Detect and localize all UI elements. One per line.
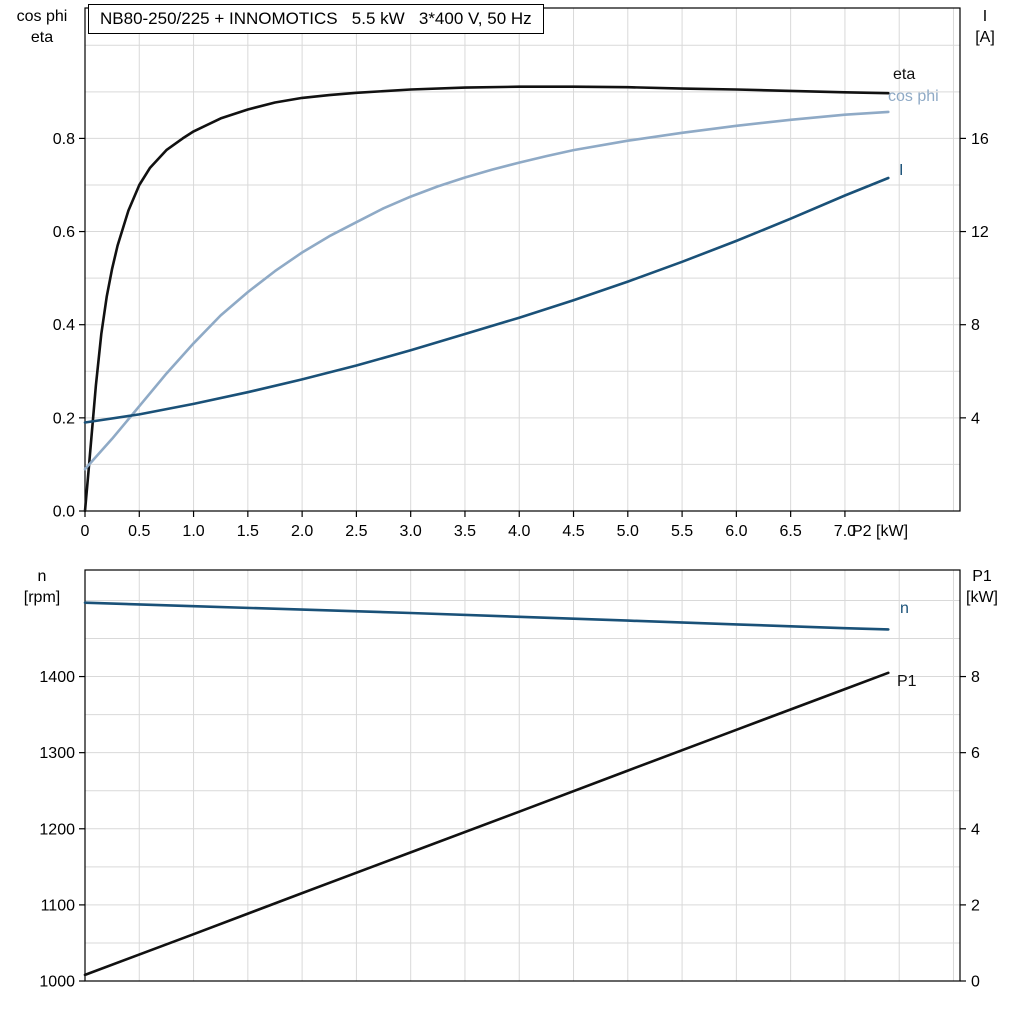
tick-label: 4.0 <box>508 523 530 540</box>
tick-label: 0.5 <box>128 523 150 540</box>
tick-label: 12 <box>971 224 989 241</box>
left-axis-title-line2: [rpm] <box>23 589 61 606</box>
bottom-chart-right-axis-title: P1 [kW] <box>948 566 1016 608</box>
tick-label: 0.8 <box>53 131 75 148</box>
tick-label: 0.6 <box>53 224 75 241</box>
right-axis-title-line2: [A] <box>975 29 995 46</box>
tick-label: 5.0 <box>617 523 639 540</box>
right-axis-title-line1: P1 <box>972 568 992 585</box>
right-axis-title-line2: [kW] <box>966 589 998 606</box>
tick-label: 3.5 <box>454 523 476 540</box>
curve-P1 <box>83 671 890 977</box>
left-axis-title-line2: eta <box>30 29 54 46</box>
curve-I <box>83 176 890 424</box>
tick-label: 0.4 <box>53 317 75 334</box>
right-axis-title-line1: I <box>982 8 988 25</box>
tick-label: 2.5 <box>345 523 367 540</box>
curve-n <box>83 601 890 631</box>
tick-label: 4.5 <box>562 523 584 540</box>
tick-label: 3.0 <box>400 523 422 540</box>
top-chart-right-axis-title: I [A] <box>952 6 1018 48</box>
curve-label-n: n <box>900 600 909 617</box>
chart-0: 0.0 0.2 0.4 0.6 0.8 4 8 12 16 0 0.5 1.0 1.5 2.0 2.5 3.0… <box>53 7 989 540</box>
curve-cos-phi <box>83 110 890 471</box>
curve-eta <box>83 85 890 513</box>
tick-label: 6.5 <box>780 523 802 540</box>
curve-label-eta: eta <box>893 66 915 83</box>
tick-label: 8 <box>971 317 980 334</box>
tick-label: 6.0 <box>725 523 747 540</box>
tick-label: 1.0 <box>182 523 204 540</box>
tick-label: 2.0 <box>291 523 313 540</box>
x-axis-label: P2 [kW] <box>852 523 908 540</box>
plot-frame <box>84 7 961 512</box>
tick-label: 0 <box>971 974 980 991</box>
plot-frame <box>84 569 961 982</box>
tick-label: 5.5 <box>671 523 693 540</box>
tick-label: 2 <box>971 897 980 914</box>
tick-label: 0.0 <box>53 504 75 521</box>
left-axis-title-line1: n <box>37 568 47 585</box>
bottom-chart-left-axis-title: n [rpm] <box>4 566 80 608</box>
tick-label: 1200 <box>39 821 75 838</box>
top-chart-left-axis-title: cos phi eta <box>4 6 80 48</box>
curve-label-P1: P1 <box>897 673 917 690</box>
chart-title: NB80-250/225 + INNOMOTICS 5.5 kW 3*400 V… <box>88 4 544 34</box>
tick-label: 1100 <box>41 897 76 914</box>
curve-label-I: I <box>899 162 903 179</box>
tick-label: 8 <box>971 669 980 686</box>
tick-label: 0 <box>81 523 90 540</box>
tick-label: 1.5 <box>237 523 259 540</box>
tick-label: 1000 <box>39 974 75 991</box>
tick-label: 4 <box>971 410 980 427</box>
tick-label: 1300 <box>39 745 75 762</box>
left-axis-title-line1: cos phi <box>16 8 68 25</box>
tick-label: 16 <box>971 131 989 148</box>
tick-label: 0.2 <box>53 410 75 427</box>
tick-label: 1400 <box>39 669 75 686</box>
tick-label: 6 <box>971 745 980 762</box>
tick-label: 4 <box>971 821 980 838</box>
chart-1: 1000 1100 1200 1300 1400 0 2 4 6 8 n P1 <box>39 569 980 991</box>
curve-label-cos-phi: cos phi <box>888 88 939 105</box>
tick-label: 7.0 <box>834 523 856 540</box>
